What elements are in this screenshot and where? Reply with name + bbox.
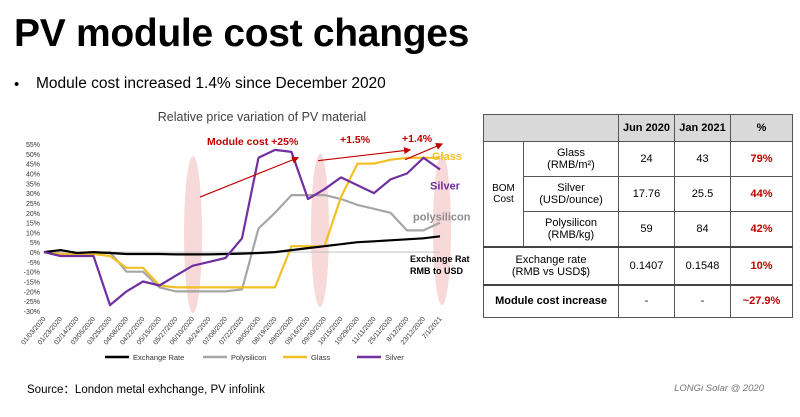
highlight-oval: [184, 155, 202, 313]
header-pct: %: [730, 114, 793, 142]
series-line-polysilicon: [43, 193, 441, 293]
y-tick-label: -5%: [28, 260, 40, 267]
summary-text: Module cost increased 1.4% since Decembe…: [36, 75, 386, 92]
bom-jan: 43: [674, 141, 731, 177]
bom-jun: 24: [618, 141, 675, 177]
module-cost-item: Module cost increase: [483, 283, 619, 318]
bom-item: Polysilicon (RMB/kg): [523, 211, 619, 247]
bom-pct: 42%: [730, 211, 793, 247]
bom-pct: 44%: [730, 176, 793, 212]
bom-cost-label: BOM Cost: [483, 141, 524, 247]
cost-table: Jun 2020 Jan 2021 % BOM Cost Glass (RMB/…: [483, 114, 793, 318]
bom-item: Silver (USD/ounce): [523, 176, 619, 212]
series-line-silver: [43, 148, 441, 307]
annotation-arrow: [199, 156, 300, 198]
exchange-pct: 10%: [730, 245, 793, 285]
label-rmb-to-usd: RMB to USD: [410, 266, 463, 276]
legend-label: Polysilicon: [231, 353, 266, 362]
summary-bullet: • Module cost increased 1.4% since Decem…: [14, 75, 386, 93]
legend-label: Exchange Rate: [133, 353, 184, 362]
bom-jun: 17.76: [618, 176, 675, 212]
bom-jun: 59: [618, 211, 675, 247]
y-tick-label: 10%: [26, 230, 40, 237]
y-tick-label: 40%: [26, 171, 40, 178]
exchange-rate-item: Exchange rate (RMB vs USD$): [483, 245, 619, 285]
source-note: Source：London metal exhchange, PV infoli…: [27, 384, 265, 396]
y-tick-label: 45%: [26, 162, 40, 169]
highlight-oval: [311, 153, 329, 308]
annotation-arrow: [404, 143, 444, 161]
header-jan: Jan 2021: [674, 114, 731, 142]
total-pct: ~27.9%: [730, 283, 793, 318]
y-tick-label: -25%: [24, 299, 40, 306]
label-polysilicon: polysilicon: [413, 212, 470, 224]
series-line-exchange-rate: [43, 235, 441, 256]
y-tick-label: 50%: [26, 152, 40, 159]
exchange-jan: 0.1548: [674, 245, 731, 285]
label-exchange-rate: Exchange Rate: [410, 254, 470, 264]
y-tick-label: -20%: [24, 289, 40, 296]
bom-jan: 84: [674, 211, 731, 247]
legend-label: Glass: [311, 353, 330, 362]
chart-title: Relative price variation of PV material: [158, 110, 366, 124]
y-tick-label: -10%: [24, 270, 40, 277]
annotation-plus-1-4: +1.4%: [402, 133, 433, 145]
bom-pct: 79%: [730, 141, 793, 177]
legend-label: Silver: [385, 353, 404, 362]
y-tick-label: 35%: [26, 181, 40, 188]
bom-jan: 25.5: [674, 176, 731, 212]
highlight-oval: [433, 153, 451, 306]
annotation-arrow: [317, 147, 412, 162]
y-tick-label: 15%: [26, 221, 40, 228]
total-jun: -: [618, 283, 675, 318]
y-tick-label: 25%: [26, 201, 40, 208]
label-silver: Silver: [430, 180, 461, 192]
annotation-module-cost: Module cost +25%: [207, 136, 299, 148]
bullet-icon: •: [14, 75, 20, 93]
page-title: PV module cost changes: [14, 12, 470, 55]
y-tick-label: 20%: [26, 211, 40, 218]
series-line-glass: [43, 156, 440, 289]
y-tick-label: -30%: [24, 309, 40, 316]
label-glass: Glass: [432, 151, 462, 163]
y-tick-label: 55%: [26, 142, 40, 149]
y-tick-label: 30%: [26, 191, 40, 198]
footer-credit: LONGi Solar @ 2020: [674, 383, 764, 394]
table-header-blank: [483, 114, 619, 142]
header-jun: Jun 2020: [618, 114, 675, 142]
y-tick-label: -15%: [24, 280, 40, 287]
annotation-plus-1-5: +1.5%: [340, 134, 371, 146]
total-jan: -: [674, 283, 731, 318]
bom-item: Glass (RMB/m²): [523, 141, 619, 177]
exchange-jun: 0.1407: [618, 245, 675, 285]
y-tick-label: 0%: [30, 250, 40, 257]
y-tick-label: 5%: [30, 240, 40, 247]
price-variation-chart: Relative price variation of PV material 5…: [20, 110, 470, 362]
